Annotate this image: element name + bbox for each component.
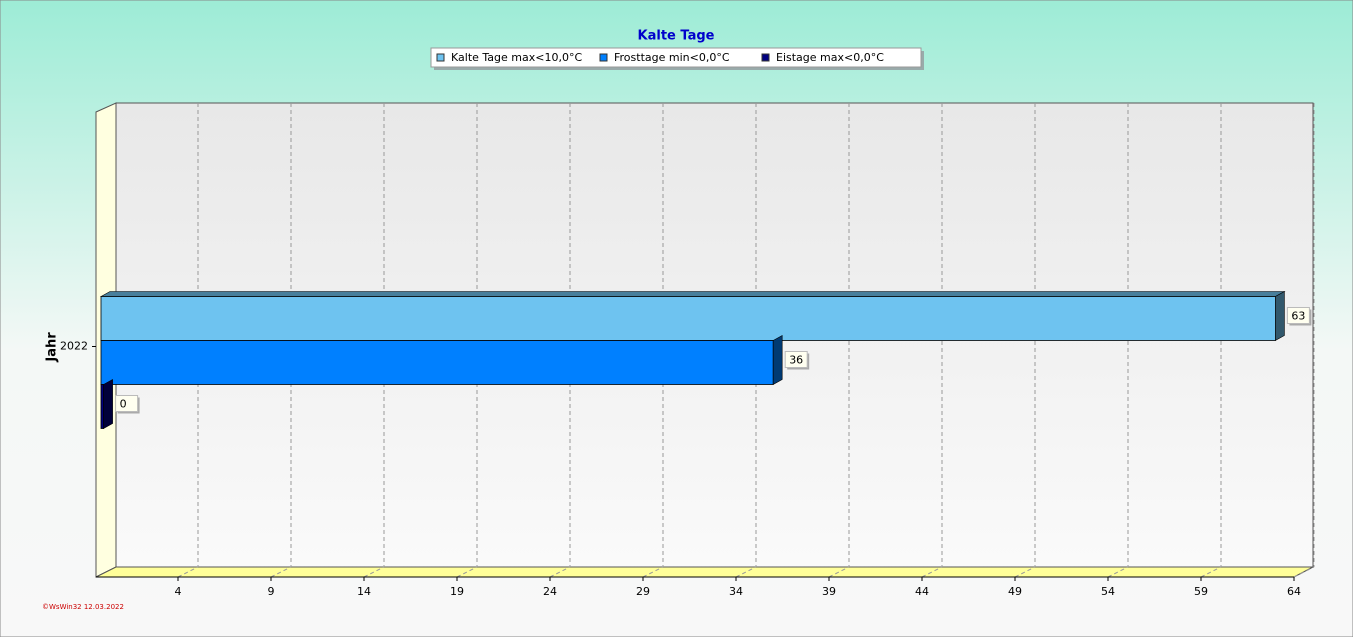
legend-swatch (436, 53, 445, 62)
bar (100, 384, 104, 429)
x-tick-label: 54 (1101, 585, 1115, 598)
bar-top (99, 291, 1286, 297)
x-tick-label: 64 (1287, 585, 1301, 598)
grid-line (921, 566, 943, 578)
grid-line (735, 566, 757, 578)
bar-side (103, 378, 113, 430)
grid-line (1293, 566, 1315, 578)
x-tick-label: 34 (729, 585, 743, 598)
bar (100, 296, 1276, 341)
grid-line (270, 566, 292, 578)
grid-line (1200, 566, 1222, 578)
floor (95, 566, 1314, 578)
grid-line (1107, 566, 1129, 578)
bar-side (772, 334, 783, 386)
x-tick-label: 49 (1008, 585, 1022, 598)
grid-line (456, 566, 478, 578)
grid-line (642, 566, 664, 578)
bar-side (1275, 290, 1285, 342)
x-tick-label: 44 (915, 585, 929, 598)
x-tick-label: 29 (636, 585, 650, 598)
data-label: 0 (120, 398, 127, 411)
x-tick-label: 24 (543, 585, 557, 598)
data-label: 63 (1291, 310, 1305, 323)
x-tick-label: 19 (450, 585, 464, 598)
legend-label: Eistage max<0,0°C (776, 51, 884, 64)
x-tick-label: 14 (357, 585, 371, 598)
bar (100, 340, 774, 385)
legend-swatch (599, 53, 608, 62)
footer: ©WsWin32 12.03.2022 (42, 603, 124, 611)
x-tick-label: 9 (268, 585, 275, 598)
chart-title: Kalte Tage (638, 29, 715, 44)
grid-line (177, 566, 199, 578)
data-label-box (784, 351, 808, 368)
grid-line (363, 566, 385, 578)
data-label-box (1286, 307, 1310, 324)
legend (430, 47, 922, 68)
grid-line (549, 566, 571, 578)
legend-label: Frosttage min<0,0°C (614, 51, 730, 64)
x-tick-label: 39 (822, 585, 836, 598)
x-tick-label: 4 (175, 585, 182, 598)
y-axis-label: Jahr (45, 332, 60, 363)
grid-line (828, 566, 850, 578)
x-tick-label: 59 (1194, 585, 1208, 598)
legend-label: Kalte Tage max<10,0°C (451, 51, 582, 64)
y-tick-label: 2022 (60, 340, 88, 353)
data-label: 36 (789, 354, 803, 367)
grid-line (1014, 566, 1036, 578)
legend-swatch (761, 53, 770, 62)
data-label-box (115, 395, 139, 412)
